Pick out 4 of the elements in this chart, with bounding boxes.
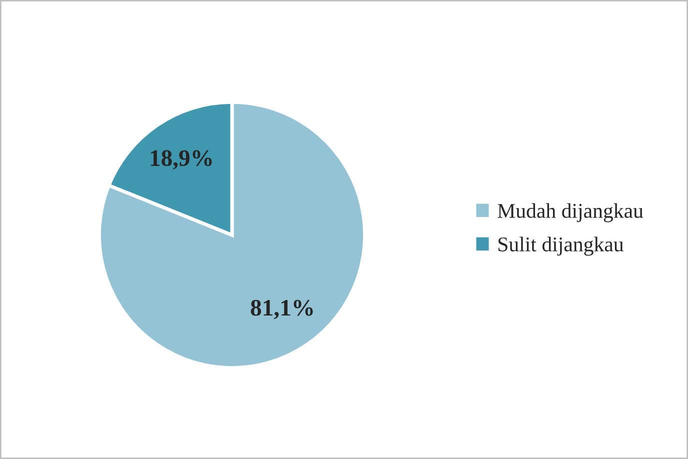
- legend-label: Sulit dijangkau: [498, 236, 624, 256]
- data-label: 81,1%: [250, 300, 313, 320]
- legend-label: Mudah dijangkau: [498, 203, 644, 222]
- data-label: 18,9%: [150, 150, 212, 170]
